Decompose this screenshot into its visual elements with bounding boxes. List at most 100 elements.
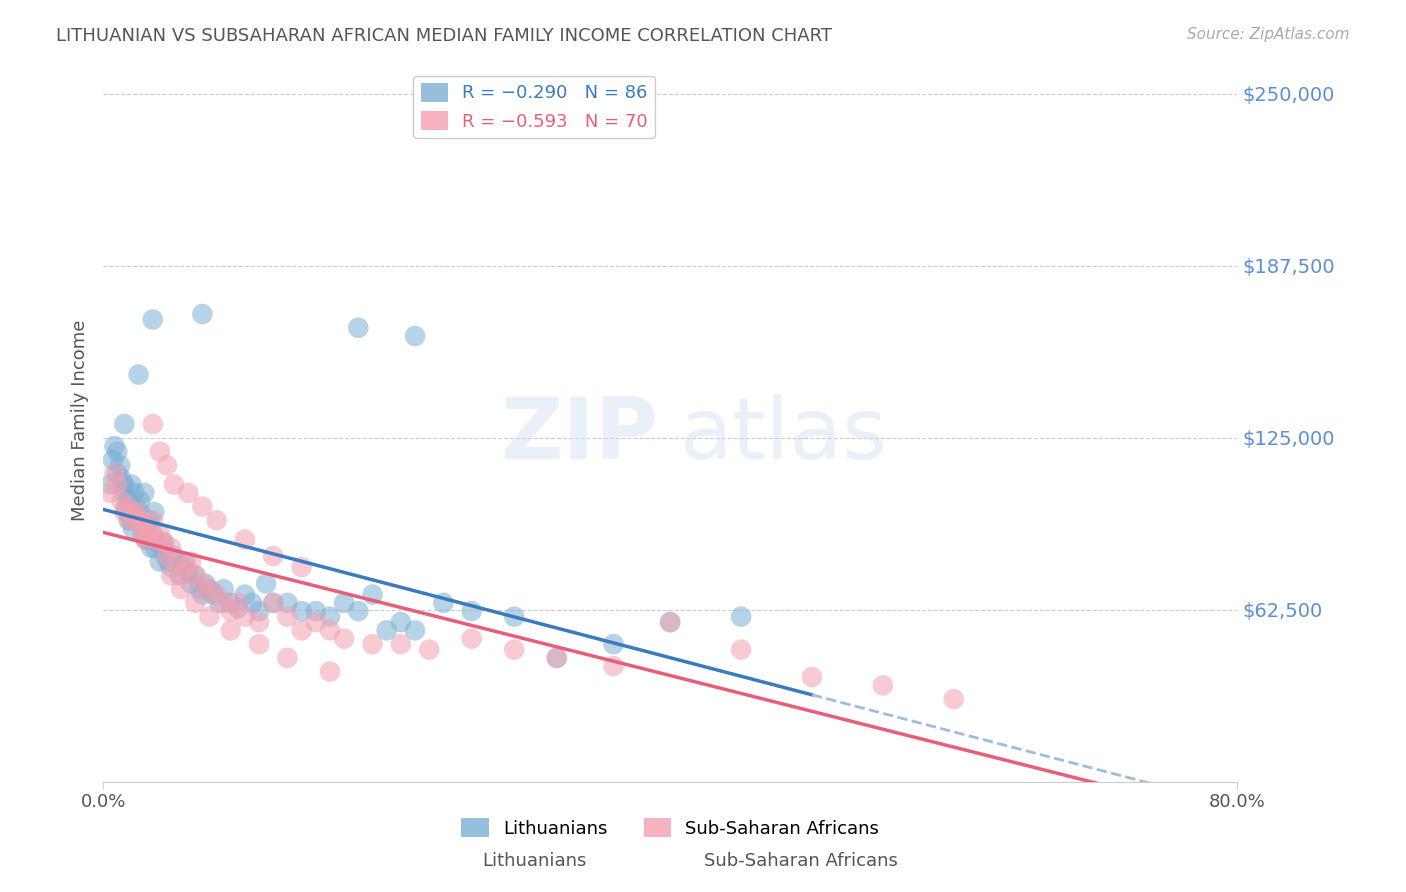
Text: Sub-Saharan Africans: Sub-Saharan Africans xyxy=(704,852,898,870)
Point xyxy=(730,609,752,624)
Point xyxy=(659,615,682,629)
Point xyxy=(120,508,142,522)
Point xyxy=(184,568,207,582)
Point xyxy=(361,637,384,651)
Point xyxy=(602,637,624,651)
Point xyxy=(135,533,157,547)
Point xyxy=(198,609,221,624)
Point xyxy=(389,615,412,629)
Point xyxy=(546,651,568,665)
Point xyxy=(157,555,180,569)
Legend: Lithuanians, Sub-Saharan Africans: Lithuanians, Sub-Saharan Africans xyxy=(454,811,886,845)
Point xyxy=(124,486,146,500)
Point xyxy=(202,588,225,602)
Point xyxy=(115,505,138,519)
Point xyxy=(461,632,484,646)
Point xyxy=(163,477,186,491)
Point xyxy=(120,513,142,527)
Point xyxy=(115,500,138,514)
Point xyxy=(131,508,153,522)
Point xyxy=(105,467,128,481)
Point xyxy=(262,549,284,563)
Point xyxy=(98,486,121,500)
Point xyxy=(247,615,270,629)
Point xyxy=(276,609,298,624)
Point xyxy=(730,642,752,657)
Point xyxy=(254,576,277,591)
Point xyxy=(117,513,139,527)
Point xyxy=(142,513,165,527)
Point xyxy=(180,555,202,569)
Point xyxy=(121,513,143,527)
Point xyxy=(208,596,231,610)
Point xyxy=(103,439,125,453)
Point xyxy=(128,368,150,382)
Point xyxy=(134,486,156,500)
Point xyxy=(247,604,270,618)
Point xyxy=(152,535,174,549)
Point xyxy=(262,596,284,610)
Point xyxy=(129,513,152,527)
Point xyxy=(138,527,160,541)
Point xyxy=(305,604,328,618)
Point xyxy=(347,604,370,618)
Point xyxy=(108,458,131,473)
Point xyxy=(219,624,242,638)
Point xyxy=(205,513,228,527)
Point xyxy=(170,568,193,582)
Point xyxy=(659,615,682,629)
Point xyxy=(117,494,139,508)
Point xyxy=(160,560,183,574)
Point xyxy=(240,596,263,610)
Point xyxy=(219,596,242,610)
Point xyxy=(503,642,526,657)
Point xyxy=(121,477,143,491)
Point xyxy=(375,624,398,638)
Point xyxy=(333,632,356,646)
Point xyxy=(98,477,121,491)
Point xyxy=(404,329,426,343)
Point xyxy=(152,541,174,555)
Point xyxy=(132,527,155,541)
Point xyxy=(219,604,242,618)
Point xyxy=(276,651,298,665)
Point xyxy=(127,505,149,519)
Point xyxy=(503,609,526,624)
Point xyxy=(172,560,194,574)
Point xyxy=(142,417,165,431)
Text: Source: ZipAtlas.com: Source: ZipAtlas.com xyxy=(1187,27,1350,42)
Point xyxy=(461,604,484,618)
Point xyxy=(174,555,197,569)
Point xyxy=(125,500,148,514)
Point xyxy=(191,307,214,321)
Point xyxy=(291,560,314,574)
Point xyxy=(319,609,342,624)
Point xyxy=(389,637,412,651)
Point xyxy=(135,519,157,533)
Point xyxy=(145,541,167,555)
Point xyxy=(135,533,157,547)
Point xyxy=(872,678,894,692)
Point xyxy=(155,549,177,563)
Point xyxy=(191,588,214,602)
Point xyxy=(128,513,150,527)
Point xyxy=(160,541,183,555)
Point xyxy=(233,533,256,547)
Point xyxy=(122,508,145,522)
Point xyxy=(166,555,188,569)
Point xyxy=(226,596,249,610)
Point xyxy=(205,588,228,602)
Point xyxy=(546,651,568,665)
Point xyxy=(149,444,172,458)
Point xyxy=(146,533,169,547)
Point xyxy=(170,582,193,596)
Point xyxy=(198,582,221,596)
Point xyxy=(180,576,202,591)
Text: Lithuanians: Lithuanians xyxy=(482,852,586,870)
Point xyxy=(110,472,132,486)
Point xyxy=(233,609,256,624)
Point xyxy=(212,596,235,610)
Point xyxy=(156,458,179,473)
Y-axis label: Median Family Income: Median Family Income xyxy=(72,320,89,521)
Text: LITHUANIAN VS SUBSAHARAN AFRICAN MEDIAN FAMILY INCOME CORRELATION CHART: LITHUANIAN VS SUBSAHARAN AFRICAN MEDIAN … xyxy=(56,27,832,45)
